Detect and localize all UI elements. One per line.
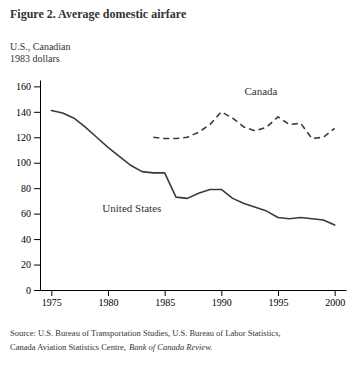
y-tick: 20 (21, 259, 40, 270)
lines (51, 111, 334, 226)
y-tick-label: 60 (21, 208, 31, 219)
y-tick-label: 120 (16, 132, 31, 143)
x-tick-mark (221, 290, 222, 296)
x-tick: 1985 (155, 290, 175, 308)
y-tick: 0 (26, 285, 40, 296)
x-axis-line (41, 290, 347, 291)
x-tick-mark (335, 290, 336, 296)
y-tick-mark (34, 214, 40, 215)
source: Canada Aviation Statistics Centre, (10, 342, 126, 352)
y-axis-line (40, 81, 41, 291)
x-tick-mark (165, 290, 166, 296)
y-tick: 100 (16, 157, 40, 168)
x-tick: 2000 (325, 290, 345, 308)
y-tick: 80 (21, 183, 40, 194)
y-tick-label: 20 (21, 259, 31, 270)
x-tick-label: 1990 (212, 297, 232, 308)
y-tick-label: 140 (16, 107, 31, 118)
y-tick: 40 (21, 234, 40, 245)
y-tick-label: 80 (21, 183, 31, 194)
y-tick-label: 40 (21, 234, 31, 245)
x-tick-mark (51, 290, 52, 296)
source: Bank of Canada Review. (129, 342, 212, 352)
y-tick: 140 (16, 107, 40, 118)
x-tick-label: 2000 (325, 297, 345, 308)
y-tick: 120 (16, 132, 40, 143)
x-tick-label: 1975 (42, 297, 62, 308)
y-tick-mark (34, 137, 40, 138)
y-tick-label: 160 (16, 81, 31, 92)
y-tick-mark (34, 239, 40, 240)
annotation: Canada (245, 85, 278, 97)
source: Source: U.S. Bureau of Transportation St… (10, 328, 281, 338)
x-tick-label: 1995 (269, 297, 289, 308)
x-tick-mark (108, 290, 109, 296)
x-tick: 1990 (212, 290, 232, 308)
y-tick-mark (34, 163, 40, 164)
line (51, 111, 334, 226)
x-tick: 1980 (99, 290, 119, 308)
y-axis-label: 1983 dollars (10, 53, 60, 64)
y-tick: 60 (21, 208, 40, 219)
x-tick-mark (278, 290, 279, 296)
x-tick-label: 1985 (155, 297, 175, 308)
x-tick: 1995 (269, 290, 289, 308)
y-tick-label: 100 (16, 157, 31, 168)
title: Figure 2. Average domestic airfare (10, 7, 187, 21)
y-tick-mark (34, 112, 40, 113)
chart: Figure 2. Average domestic airfare U.S., … (0, 0, 360, 378)
x-tick: 1975 (42, 290, 62, 308)
x-axis: 1975 1980 1985 1990 1995 2000 (41, 290, 347, 308)
line (153, 112, 334, 139)
y-axis: 0 20 40 60 80 100 120 140 160 (16, 81, 41, 296)
y-tick-mark (34, 265, 40, 266)
y-tick-mark (34, 290, 40, 291)
y-axis-label: U.S., Canadian (10, 41, 71, 52)
y-tick-label: 0 (26, 285, 31, 296)
annotation: United States (102, 202, 161, 214)
y-tick-mark (34, 188, 40, 189)
y-tick: 160 (16, 81, 40, 92)
y-tick-mark (34, 86, 40, 87)
x-tick-label: 1980 (99, 297, 119, 308)
